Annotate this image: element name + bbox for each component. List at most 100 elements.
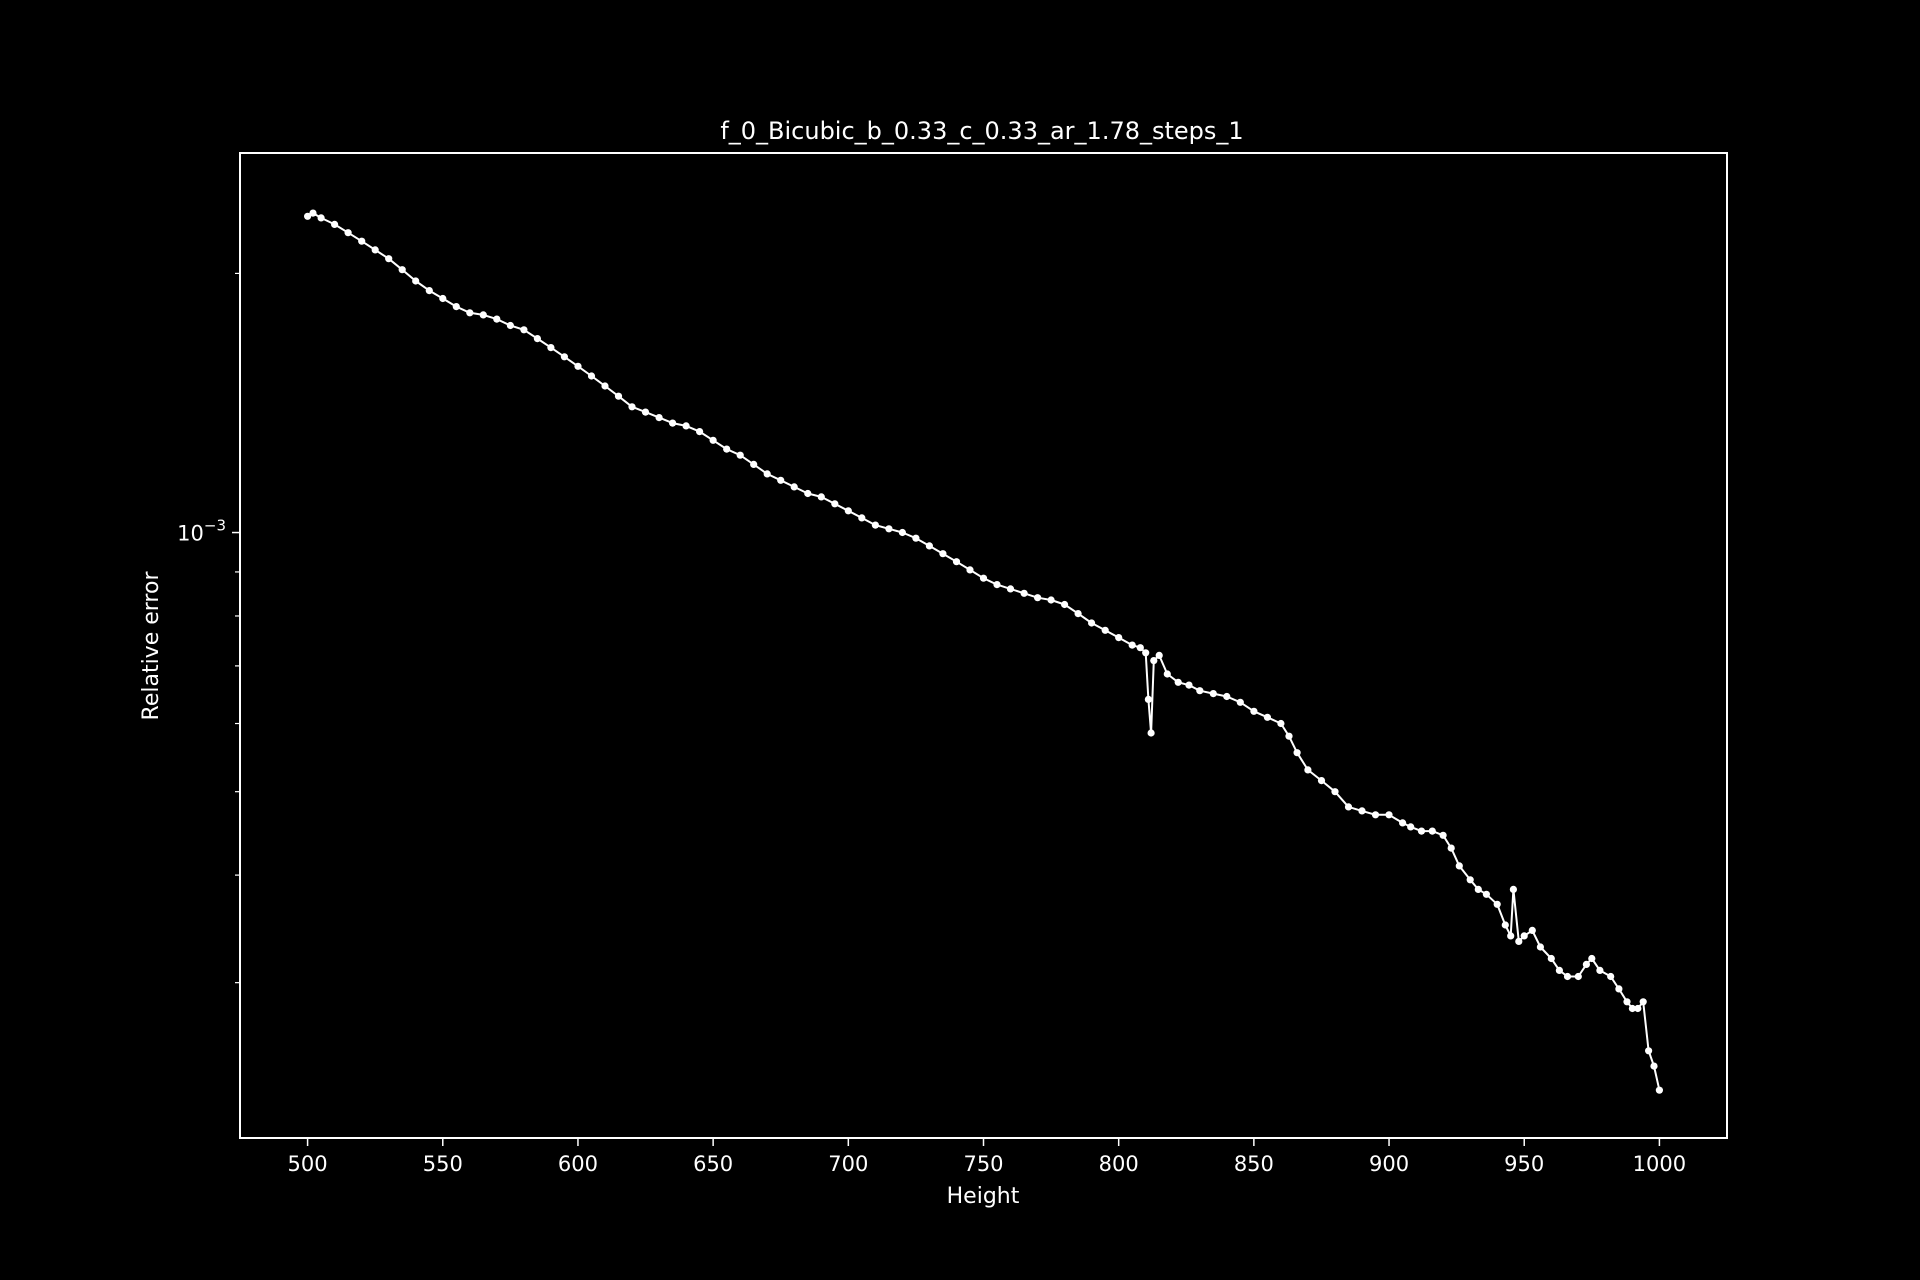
data-point — [1020, 589, 1028, 597]
data-point — [790, 483, 798, 491]
data-point — [1006, 585, 1015, 593]
data-point — [1455, 862, 1463, 870]
data-point — [1128, 641, 1136, 649]
data-point — [439, 294, 447, 303]
data-point — [1655, 1086, 1663, 1094]
data-point — [1034, 594, 1042, 602]
data-point — [1563, 972, 1572, 981]
data-point — [1285, 732, 1293, 740]
data-point — [1317, 777, 1326, 785]
data-point — [1634, 1004, 1642, 1013]
data-point — [628, 403, 636, 411]
data-point — [1293, 749, 1301, 757]
data-point — [777, 476, 785, 484]
chart-title: f_0_Bicubic_b_0.33_c_0.33_ar_1.78_steps_… — [720, 117, 1243, 145]
data-point — [1399, 819, 1407, 827]
data-point — [1142, 649, 1150, 657]
data-point — [804, 489, 812, 498]
data-point — [723, 445, 731, 453]
data-point — [1615, 985, 1623, 993]
y-axis-label: Relative error — [139, 571, 164, 721]
data-point — [1277, 719, 1285, 728]
x-tick-label: 500 — [288, 1152, 328, 1176]
data-point — [1074, 610, 1082, 618]
data-point — [1155, 651, 1163, 660]
x-axis: 500 550 600 650 700 750 800 850 900 950 1000 — [288, 1138, 1686, 1176]
data-point — [952, 558, 961, 566]
data-point — [979, 574, 988, 582]
data-point — [331, 220, 339, 228]
data-point — [1623, 998, 1631, 1006]
y-axis: 10−3 — [177, 272, 240, 984]
data-point — [1428, 827, 1436, 835]
data-point — [309, 209, 317, 217]
data-point — [520, 326, 528, 334]
x-tick-label: 750 — [963, 1152, 1003, 1176]
data-point — [1331, 788, 1339, 796]
data-point — [1507, 932, 1515, 940]
data-point — [1061, 600, 1069, 609]
data-point — [763, 470, 771, 478]
data-point — [682, 422, 690, 430]
data-point — [1515, 937, 1523, 946]
y-tick-label-exponent: −3 — [204, 517, 226, 535]
data-point — [1236, 698, 1244, 706]
data-point — [1304, 766, 1312, 774]
data-point — [1520, 932, 1528, 940]
data-point — [1439, 831, 1447, 839]
data-point — [533, 335, 542, 343]
data-point — [371, 246, 379, 254]
data-point — [1628, 1004, 1636, 1013]
data-point — [1466, 876, 1474, 884]
data-point — [858, 514, 866, 522]
data-point — [1607, 972, 1615, 981]
data-point — [1147, 729, 1155, 737]
y-tick-label: 10−3 — [177, 517, 226, 546]
data-point — [750, 460, 758, 468]
data-point — [304, 212, 312, 220]
y-tick-label-base: 10 — [177, 522, 204, 546]
data-point — [358, 237, 366, 245]
data-point — [817, 493, 825, 501]
data-point — [1639, 998, 1647, 1006]
data-point — [1588, 954, 1596, 963]
x-tick-label: 900 — [1369, 1152, 1409, 1176]
data-point — [587, 372, 596, 380]
x-tick-label: 950 — [1504, 1152, 1544, 1176]
data-point — [574, 362, 582, 370]
data-point — [506, 321, 514, 330]
data-point — [1574, 972, 1582, 981]
data-point — [1358, 807, 1366, 815]
data-point — [1223, 692, 1231, 701]
data-point — [1645, 1047, 1653, 1055]
plot-area — [304, 209, 1663, 1094]
x-tick-label: 800 — [1099, 1152, 1139, 1176]
data-point — [317, 214, 325, 222]
data-point — [1474, 885, 1482, 894]
data-point — [412, 277, 420, 285]
data-point — [1650, 1062, 1658, 1070]
data-point — [452, 303, 460, 311]
data-point — [385, 255, 393, 263]
data-point — [993, 581, 1001, 589]
data-point — [1509, 885, 1517, 894]
data-point — [601, 382, 609, 390]
x-axis-label: Height — [947, 1184, 1020, 1209]
data-point — [479, 311, 487, 319]
data-point — [736, 451, 744, 459]
data-point — [1209, 690, 1217, 698]
data-point — [1385, 811, 1393, 819]
data-point — [1493, 900, 1501, 908]
data-point — [493, 315, 501, 323]
data-point — [1528, 926, 1536, 935]
data-point — [1101, 626, 1109, 634]
data-point — [466, 309, 474, 317]
x-tick-label: 1000 — [1633, 1152, 1686, 1176]
data-point — [1047, 596, 1055, 604]
data-point — [1447, 844, 1455, 852]
data-point — [1482, 890, 1490, 898]
data-point — [398, 266, 406, 274]
data-point — [344, 229, 352, 237]
data-point — [1596, 966, 1604, 975]
